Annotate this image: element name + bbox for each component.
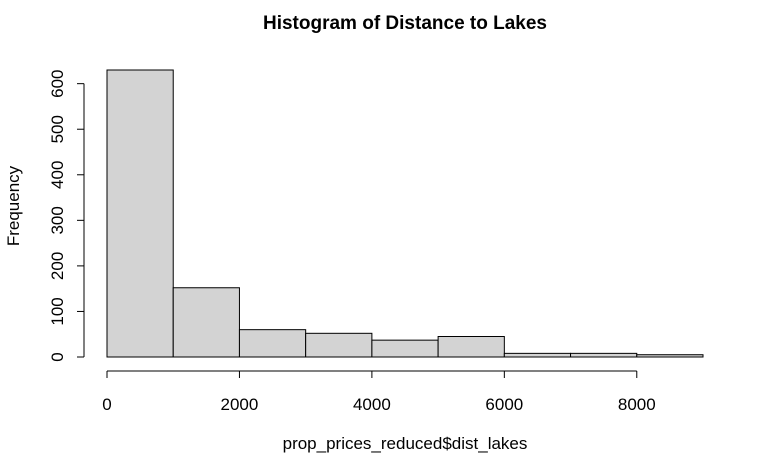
x-axis-label: prop_prices_reduced$dist_lakes	[283, 434, 528, 453]
y-tick-label: 500	[48, 115, 67, 143]
x-axis: 0 2000 4000 6000 8000	[102, 370, 656, 414]
y-tick-label: 0	[48, 352, 67, 361]
histogram-bar-4	[371, 339, 439, 358]
x-tick-label: 8000	[618, 395, 656, 414]
y-tick-label: 200	[48, 252, 67, 280]
histogram-bar-1	[172, 287, 240, 358]
y-tick-label: 300	[48, 206, 67, 234]
histogram-bar-0	[106, 69, 174, 358]
x-tick-label: 2000	[221, 395, 259, 414]
x-tick-label: 4000	[353, 395, 391, 414]
y-tick-label: 400	[48, 161, 67, 189]
bars-group	[106, 69, 704, 358]
histogram-bar-6	[503, 352, 572, 358]
y-tick-label: 600	[48, 69, 67, 97]
histogram-bar-5	[437, 336, 505, 358]
histogram-bar-3	[305, 332, 373, 358]
x-tick-label: 6000	[485, 395, 523, 414]
y-axis-label: Frequency	[4, 165, 23, 246]
x-tick-label: 0	[102, 395, 111, 414]
histogram-bar-7	[570, 352, 638, 358]
histogram-bar-2	[238, 329, 307, 358]
y-tick-label: 100	[48, 297, 67, 325]
chart-title: Histogram of Distance to Lakes	[263, 13, 547, 34]
y-axis: 0 100 200 300 400 500 600	[48, 69, 85, 362]
histogram-bar-8	[636, 354, 704, 358]
